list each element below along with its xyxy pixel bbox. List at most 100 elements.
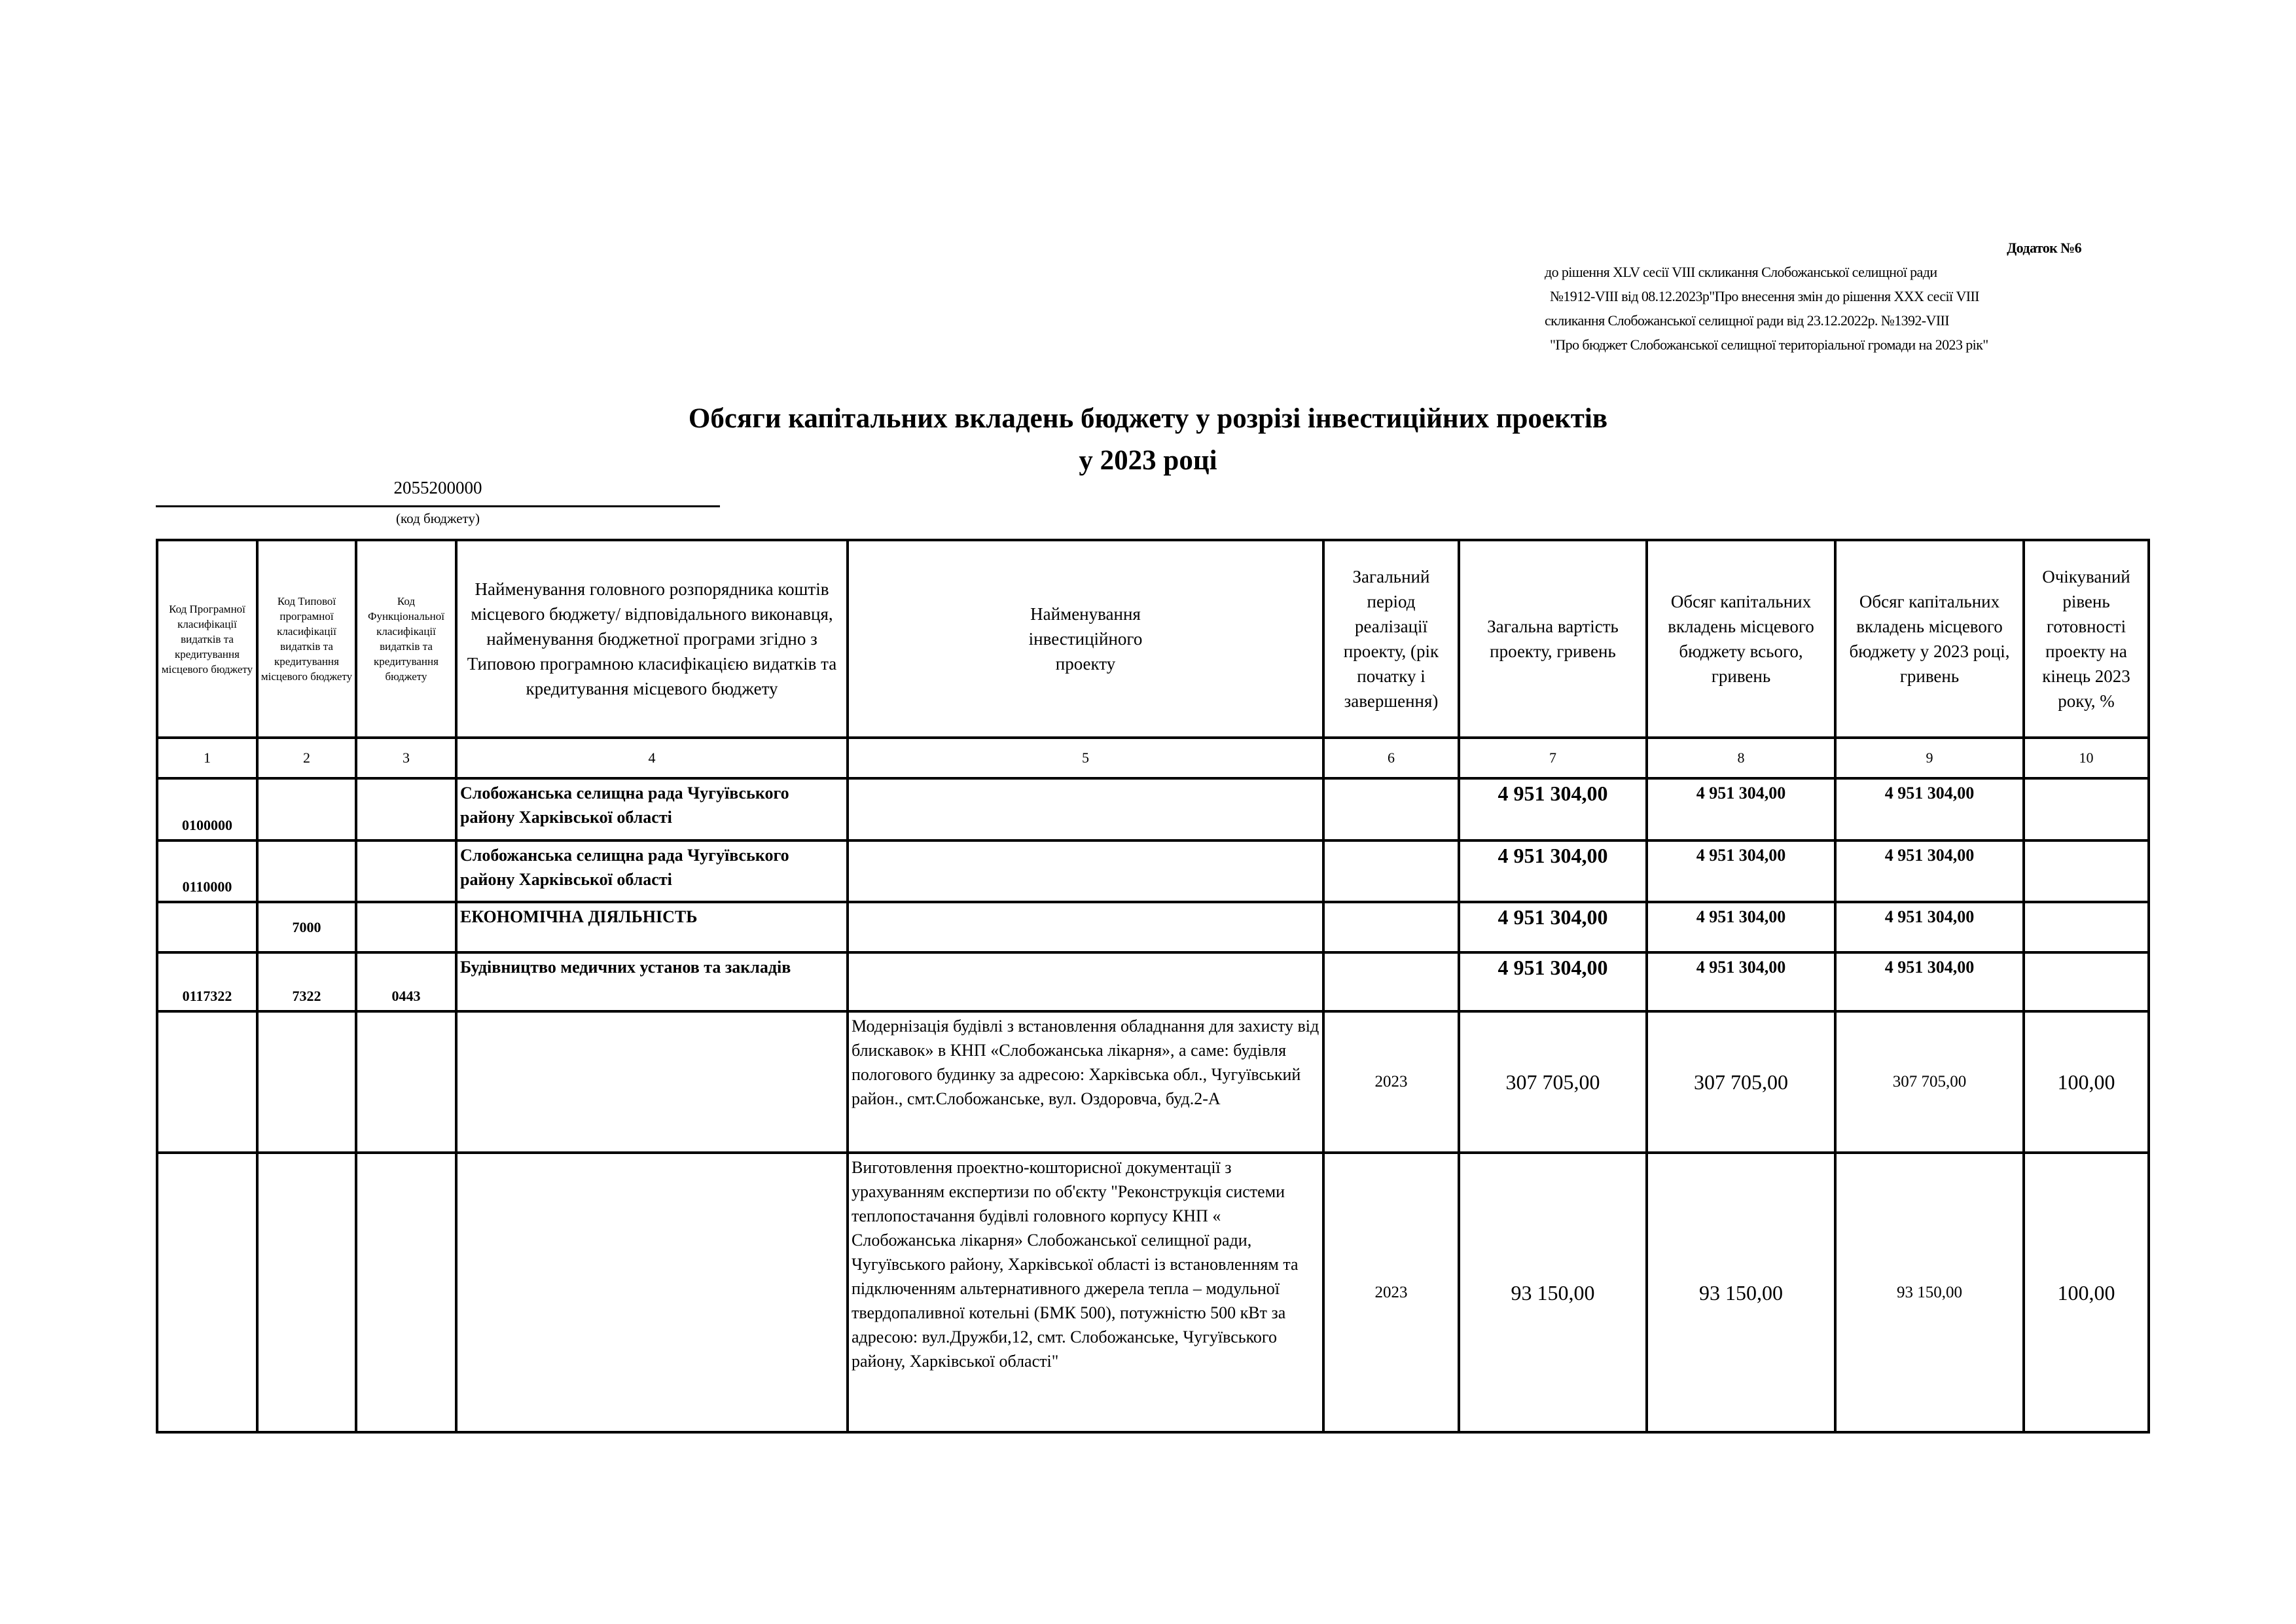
- program-code-cell: [156, 901, 259, 954]
- capital-2023-cell: 93 150,00: [1834, 1151, 2025, 1434]
- capital-2023-cell: 4 951 304,00: [1834, 839, 2025, 903]
- program-code-cell: [156, 1010, 259, 1154]
- typical-code-cell: 7322: [256, 951, 357, 1013]
- capital-total-cell: 307 705,00: [1645, 1010, 1837, 1154]
- project-name-cell: [846, 839, 1325, 903]
- readiness-cell: [2022, 901, 2150, 954]
- annex-line: до рішення XLV сесії VIII скликання Слоб…: [1545, 264, 1937, 280]
- capital-total-cell: 4 951 304,00: [1645, 839, 1837, 903]
- column-number: 7: [1458, 736, 1648, 780]
- table-row: 0110000 Слобожанська селищна рада Чугуївс…: [156, 839, 2150, 903]
- page-title: Обсяги капітальних вкладень бюджету у ро…: [0, 398, 2296, 482]
- capital-total-cell: 4 951 304,00: [1645, 901, 1837, 954]
- column-number: 1: [156, 736, 259, 780]
- manager-name-cell: [455, 1151, 849, 1434]
- column-number: 2: [256, 736, 357, 780]
- functional-code-cell: [355, 839, 457, 903]
- readiness-cell: 100,00: [2022, 1151, 2150, 1434]
- column-number: 9: [1834, 736, 2025, 780]
- program-code-cell: 0110000: [156, 839, 259, 903]
- investment-table: Код Програмної класифікації видатків та …: [156, 539, 2150, 1434]
- column-number: 8: [1645, 736, 1837, 780]
- typical-code-cell: [256, 1151, 357, 1434]
- column-number: 10: [2022, 736, 2150, 780]
- column-number: 5: [846, 736, 1325, 780]
- table-row: 0117322 7322 0443 Будівництво медичних уста…: [156, 951, 2150, 1013]
- manager-name-cell: ЕКОНОМІЧНА ДІЯЛЬНІСТЬ: [455, 901, 849, 954]
- capital-2023-cell: 4 951 304,00: [1834, 951, 2025, 1013]
- table-row: 7000 ЕКОНОМІЧНА ДІЯЛЬНІСТЬ 4 951 304,00 4 9…: [156, 901, 2150, 954]
- project-name-cell: Виготовлення проектно-кошторисної докуме…: [846, 1151, 1325, 1434]
- functional-code-cell: [355, 1151, 457, 1434]
- readiness-cell: [2022, 777, 2150, 842]
- header-cell: Загальна вартість проекту, гривень: [1458, 539, 1648, 739]
- program-code-cell: 0117322: [156, 951, 259, 1013]
- budget-code-label: (код бюджету): [396, 511, 480, 526]
- program-code-cell: 0100000: [156, 777, 259, 842]
- header-cell: Обсяг капітальних вкладень місцевого бюд…: [1834, 539, 2025, 739]
- period-cell: [1322, 777, 1460, 842]
- typical-code-cell: 7000: [256, 901, 357, 954]
- total-cost-cell: 4 951 304,00: [1458, 777, 1648, 842]
- program-code-cell: [156, 1151, 259, 1434]
- period-cell: 2023: [1322, 1010, 1460, 1154]
- manager-name-cell: Будівництво медичних установ та закладів: [455, 951, 849, 1013]
- annex-line: скликання Слобожанської селищної ради ві…: [1545, 312, 1950, 329]
- capital-2023-cell: 307 705,00: [1834, 1010, 2025, 1154]
- typical-code-cell: [256, 839, 357, 903]
- total-cost-cell: 4 951 304,00: [1458, 951, 1648, 1013]
- period-cell: 2023: [1322, 1151, 1460, 1434]
- header-cell: Код Функціональної класифікації видатків…: [355, 539, 457, 739]
- functional-code-cell: [355, 1010, 457, 1154]
- total-cost-cell: 4 951 304,00: [1458, 901, 1648, 954]
- capital-2023-cell: 4 951 304,00: [1834, 777, 2025, 842]
- title-line: у 2023 році: [1079, 445, 1217, 476]
- annex-line: "Про бюджет Слобожанської селищної терит…: [1550, 336, 1988, 353]
- header-row: Код Програмної класифікації видатків та …: [156, 539, 2150, 739]
- annex-title: Додаток №6: [2007, 240, 2081, 256]
- total-cost-cell: 93 150,00: [1458, 1151, 1648, 1434]
- manager-name-cell: Слобожанська селищна рада Чугуївського р…: [455, 839, 849, 903]
- column-number: 3: [355, 736, 457, 780]
- table-row: Модернізація будівлі з встановлення обла…: [156, 1010, 2150, 1154]
- header-cell: Код Програмної класифікації видатків та …: [156, 539, 259, 739]
- header-cell: Загальний період реалізації проекту, (рі…: [1322, 539, 1460, 739]
- budget-code: 2055200000: [393, 478, 482, 497]
- annex-line: №1912-VIII від 08.12.2023р"Про внесення …: [1550, 288, 1980, 304]
- readiness-cell: [2022, 839, 2150, 903]
- functional-code-cell: 0443: [355, 951, 457, 1013]
- typical-code-cell: [256, 777, 357, 842]
- header-cell: Очікуваний рівень готовності проекту на …: [2022, 539, 2150, 739]
- capital-total-cell: 4 951 304,00: [1645, 777, 1837, 842]
- table-row: Виготовлення проектно-кошторисної докуме…: [156, 1151, 2150, 1434]
- functional-code-cell: [355, 777, 457, 842]
- period-cell: [1322, 839, 1460, 903]
- header-cell: Обсяг капітальних вкладень місцевого бюд…: [1645, 539, 1837, 739]
- column-number-row: 1 2 3 4 5 6 7 8 9 10: [156, 736, 2150, 780]
- readiness-cell: 100,00: [2022, 1010, 2150, 1154]
- total-cost-cell: 307 705,00: [1458, 1010, 1648, 1154]
- column-number: 4: [455, 736, 849, 780]
- header-cell: Найменування інвестиційного проекту: [846, 539, 1325, 739]
- capital-total-cell: 4 951 304,00: [1645, 951, 1837, 1013]
- readiness-cell: [2022, 951, 2150, 1013]
- annex-note: Додаток №6 до рішення XLV сесії VIII скл…: [1545, 236, 2134, 357]
- capital-2023-cell: 4 951 304,00: [1834, 901, 2025, 954]
- project-name-cell: [846, 951, 1325, 1013]
- title-line: Обсяги капітальних вкладень бюджету у ро…: [688, 403, 1608, 434]
- typical-code-cell: [256, 1010, 357, 1154]
- capital-total-cell: 93 150,00: [1645, 1151, 1837, 1434]
- manager-name-cell: Слобожанська селищна рада Чугуївського р…: [455, 777, 849, 842]
- project-name-cell: [846, 777, 1325, 842]
- period-cell: [1322, 901, 1460, 954]
- budget-code-underline: [156, 505, 720, 507]
- header-cell: Код Типової програмної класифікації вида…: [256, 539, 357, 739]
- column-number: 6: [1322, 736, 1460, 780]
- project-name-cell: [846, 901, 1325, 954]
- manager-name-cell: [455, 1010, 849, 1154]
- header-cell: Найменування головного розпорядника кошт…: [455, 539, 849, 739]
- functional-code-cell: [355, 901, 457, 954]
- total-cost-cell: 4 951 304,00: [1458, 839, 1648, 903]
- table-row: 0100000 Слобожанська селищна рада Чугуївс…: [156, 777, 2150, 842]
- project-name-cell: Модернізація будівлі з встановлення обла…: [846, 1010, 1325, 1154]
